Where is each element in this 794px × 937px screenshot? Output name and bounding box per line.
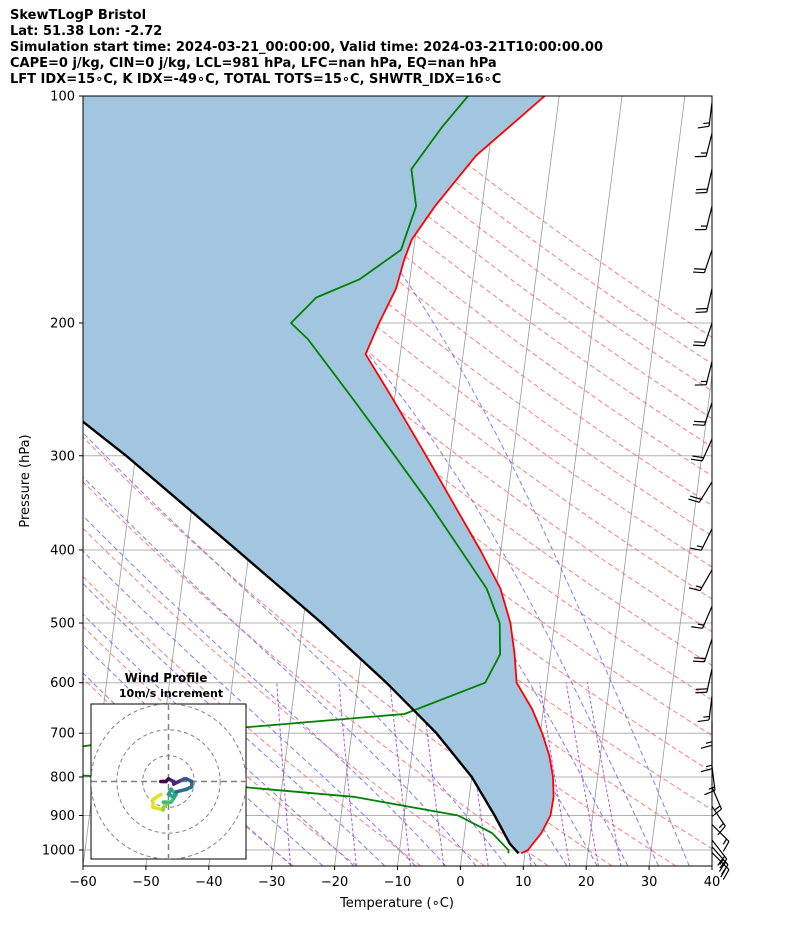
x-tick-label: −10	[384, 875, 411, 890]
hodograph-grid	[91, 704, 246, 859]
y-axis-label: Pressure (hPa)	[18, 434, 33, 527]
y-tick-label: 400	[50, 543, 75, 558]
wind-barb	[692, 249, 713, 274]
x-tick-label: 30	[641, 875, 658, 890]
isotherm-line	[711, 862, 712, 866]
moist-adiabat-line	[83, 515, 447, 866]
parcel-profile-line	[83, 420, 520, 855]
cin-area	[83, 96, 554, 854]
mixing-ratio-line	[565, 682, 599, 866]
x-tick-label: −20	[321, 875, 348, 890]
moist-adiabat-line	[83, 613, 355, 866]
wind-barb	[695, 288, 713, 314]
hodograph-inset: Wind Profile 10m/s increment	[90, 671, 247, 860]
moist-adiabat-line	[125, 96, 659, 866]
dry-adiabat-line	[83, 393, 677, 866]
dewpoint-profile-line	[83, 96, 510, 854]
station-location: Lat: 51.38 Lon: -2.72	[10, 24, 163, 39]
dry-adiabat-line	[250, 96, 712, 448]
y-tick-label: 700	[50, 727, 75, 742]
y-tick-label: 200	[50, 316, 75, 331]
profile-lines	[83, 96, 555, 855]
wind-barb	[691, 606, 713, 629]
wind-barbs	[688, 102, 730, 880]
moist-adiabat-line	[258, 96, 690, 866]
cape-cin-shading	[83, 96, 554, 854]
x-tick-label: −50	[132, 875, 159, 890]
x-axis-label: Temperature (∘C)	[339, 896, 454, 911]
mixing-ratio-line	[338, 682, 357, 866]
wind-barb	[692, 322, 713, 347]
hodograph-title: Wind Profile	[125, 671, 208, 685]
x-tick-label: 0	[456, 875, 464, 890]
x-tick-label: −40	[195, 875, 222, 890]
isotherm-line	[648, 372, 712, 866]
isotherm-line	[585, 96, 686, 866]
x-tick-label: 40	[704, 875, 721, 890]
y-tick-label: 1000	[42, 844, 75, 859]
temperature-profile-line	[364, 96, 555, 855]
wind-barb	[695, 668, 713, 694]
station-title: SkewTLogP Bristol	[10, 8, 147, 23]
moist-adiabat-line	[83, 476, 477, 866]
mixing-ratio-line	[586, 682, 622, 866]
moist-adiabat-line	[83, 432, 507, 866]
hodograph-trace-segment	[174, 787, 189, 794]
y-tick-label: 900	[50, 809, 75, 824]
y-tick-label: 100	[50, 90, 75, 105]
plot-header: SkewTLogP Bristol Lat: 51.38 Lon: -2.72 …	[10, 8, 603, 88]
dry-adiabat-line	[381, 96, 712, 338]
wind-barb	[711, 824, 730, 852]
x-tick-label: −30	[258, 875, 285, 890]
wind-barb	[690, 438, 713, 462]
dry-adiabat-line	[83, 270, 712, 773]
y-tick-label: 800	[50, 770, 75, 785]
wind-barb	[697, 102, 713, 129]
y-tick-label: 500	[50, 617, 75, 632]
axes: −60 −50 −40 −30 −20 −10 0 10 20 30 40 100 200 300 400 5…	[42, 90, 720, 891]
dry-adiabat-line	[83, 351, 712, 850]
wind-barb	[711, 805, 726, 836]
moist-adiabat-line	[83, 643, 324, 866]
mixing-ratio-line	[539, 682, 571, 866]
wind-barb	[695, 168, 713, 194]
x-tick-label: 20	[578, 875, 595, 890]
wind-barb	[697, 696, 713, 723]
mixing-ratio-line	[276, 682, 292, 866]
wind-barb	[711, 839, 728, 869]
wind-barb	[694, 132, 713, 158]
dry-adiabat-line	[120, 96, 712, 568]
dry-adiabat-line	[83, 481, 549, 866]
stability-indices-line-1: CAPE=0 j/kg, CIN=0 j/kg, LCL=981 hPa, LF…	[10, 56, 497, 71]
dry-adiabat-line	[83, 527, 485, 866]
hodograph-subtitle: 10m/s increment	[119, 687, 223, 700]
mixing-ratio-line	[389, 682, 411, 866]
simulation-times: Simulation start time: 2024-03-21_00:00:…	[10, 40, 603, 55]
x-tick-label: 10	[515, 875, 532, 890]
moist-adiabat-line	[83, 582, 386, 866]
y-tick-label: 600	[50, 676, 75, 691]
dry-adiabat-line	[218, 96, 712, 477]
y-tick-label: 300	[50, 449, 75, 464]
stability-indices-line-2: LFT IDX=15∘C, K IDX=-49∘C, TOTAL TOTS=15…	[10, 72, 502, 87]
wind-barb	[694, 361, 713, 386]
dry-adiabat-line	[153, 96, 712, 537]
wind-barb	[688, 569, 713, 592]
wind-barb	[689, 528, 713, 551]
wind-barb	[692, 402, 713, 426]
x-tick-label: −60	[69, 875, 96, 890]
moist-adiabat-line	[83, 550, 416, 866]
wind-barb	[700, 744, 713, 773]
wind-barb	[692, 638, 713, 663]
wind-barb	[688, 481, 713, 503]
wind-barb	[694, 206, 713, 231]
